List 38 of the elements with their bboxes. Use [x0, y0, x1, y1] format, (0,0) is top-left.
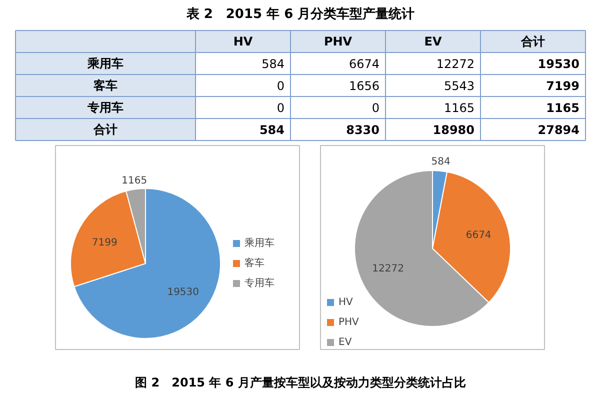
text: 18980 — [432, 123, 474, 137]
category-label: PHV — [324, 34, 353, 48]
caption: 图 2 2015 年 6 月产量按车型以及按动力类型分类统计占比 — [135, 376, 466, 390]
category-label: 合计 — [94, 122, 118, 136]
text: 1165 — [444, 101, 475, 115]
data-label: 19530 — [167, 286, 200, 298]
legend-label: 专用车 — [244, 277, 274, 289]
category-label: 乘用车 — [88, 56, 124, 70]
data-label: 1165 — [122, 175, 148, 186]
text: 5543 — [444, 79, 475, 93]
text: 8330 — [346, 123, 380, 137]
legend-label: EV — [338, 337, 352, 348]
category-label: 专用车 — [88, 100, 124, 114]
category-label: 客车 — [94, 78, 118, 92]
data-label: 6674 — [466, 230, 492, 241]
text: 19530 — [538, 57, 580, 71]
text: 7199 — [546, 79, 580, 93]
data-label: 12272 — [372, 263, 404, 274]
text: 0 — [276, 101, 285, 115]
text: 584 — [259, 123, 285, 137]
text: 6674 — [348, 57, 380, 71]
data-label: 7199 — [92, 237, 118, 248]
legend-label: PHV — [338, 317, 360, 328]
text: 1656 — [348, 79, 380, 93]
legend-label: 客车 — [244, 257, 264, 269]
category-label: 合计 — [520, 34, 545, 48]
text: 1165 — [546, 101, 580, 115]
text: 0 — [276, 79, 285, 93]
legend-label: 乘用车 — [244, 237, 274, 249]
legend-label: HV — [338, 297, 354, 308]
data-label: 584 — [431, 156, 450, 168]
text: 12272 — [436, 57, 475, 71]
text: 584 — [262, 57, 284, 71]
text: 27894 — [538, 123, 580, 137]
category-label: EV — [424, 34, 442, 48]
text: 0 — [372, 101, 380, 115]
text: 表 2 2015 年 6 月分类车型产量统计 — [185, 6, 415, 22]
category-label: HV — [233, 34, 254, 48]
